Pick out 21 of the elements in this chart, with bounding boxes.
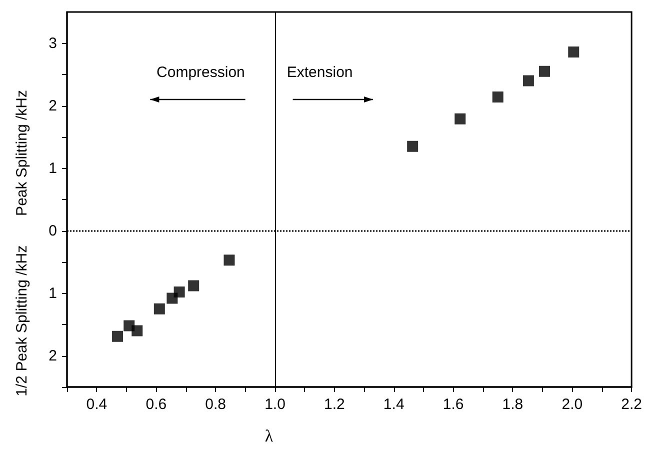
x-tick-label: 1.6 [442, 396, 464, 413]
text: 1/2 Peak Splitting /kHz [14, 245, 30, 396]
y-tick-label: 1 [48, 284, 57, 302]
x-axis-title: λ [264, 426, 274, 446]
x-tick-label: 1.2 [324, 396, 345, 413]
y-tick-label: 2 [48, 97, 57, 114]
x-tick-label: 2.2 [621, 396, 642, 413]
x-tick-label: 1.0 [264, 396, 286, 413]
x-tick-label: 1.8 [502, 396, 524, 413]
annotation: Extension [286, 64, 353, 82]
y-tick-label: 3 [48, 34, 57, 52]
y-tick-label: 0 [48, 222, 57, 240]
annotation: Compression [156, 64, 245, 82]
y-axis-title: Peak Splitting /kHz [14, 90, 30, 216]
x-tick-label: 0.6 [146, 396, 167, 413]
x-tick-label: 0.4 [86, 396, 108, 413]
y-tick-label: 1 [48, 160, 57, 177]
y-tick-label: 2 [48, 347, 57, 364]
x-tick-label: 1.4 [383, 396, 404, 413]
x-tick-label: 0.8 [205, 396, 226, 413]
x-tick-label: 2.0 [562, 396, 583, 413]
